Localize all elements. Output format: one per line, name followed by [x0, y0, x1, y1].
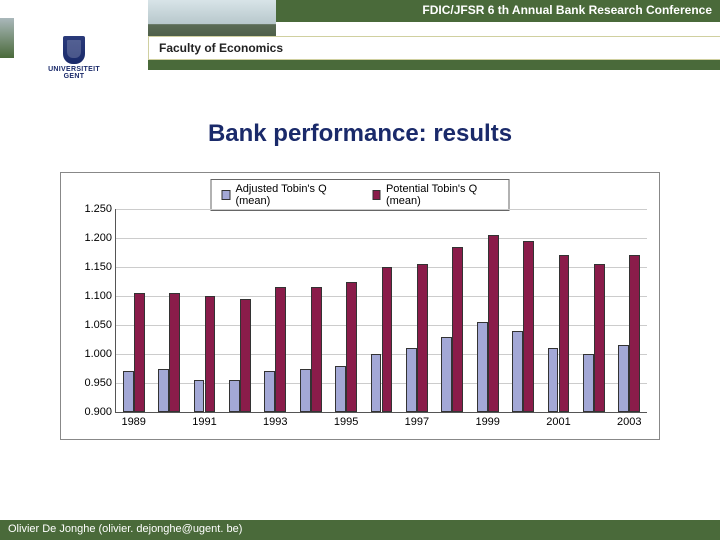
bar: [346, 282, 357, 413]
logo-text-2: GENT: [48, 73, 100, 80]
bar: [382, 267, 393, 412]
slide-root: FDIC/JFSR 6 th Annual Bank Research Conf…: [0, 0, 720, 540]
bar: [275, 287, 286, 412]
y-tick-label: 1.000: [84, 348, 116, 360]
faculty-bar: Faculty of Economics: [148, 36, 720, 60]
bar: [417, 264, 428, 412]
bar: [194, 380, 205, 412]
x-tick-label: 1993: [263, 412, 287, 428]
bar: [618, 345, 629, 412]
bar: [264, 371, 275, 412]
chart-legend: Adjusted Tobin's Q (mean) Potential Tobi…: [211, 179, 510, 211]
bar: [583, 354, 594, 412]
bar: [300, 369, 311, 413]
x-tick-label: 1999: [475, 412, 499, 428]
bar: [559, 255, 570, 412]
x-tick-label: 1989: [121, 412, 145, 428]
bar: [406, 348, 417, 412]
y-tick-label: 1.250: [84, 203, 116, 215]
shield-icon: [63, 36, 85, 64]
bar: [205, 296, 216, 412]
bar: [488, 235, 499, 412]
chart-container: Adjusted Tobin's Q (mean) Potential Tobi…: [60, 172, 660, 440]
bar: [240, 299, 251, 412]
footer-author: Olivier De Jonghe (olivier. dejonghe@uge…: [8, 523, 242, 535]
legend-label-1: Adjusted Tobin's Q (mean): [235, 183, 348, 207]
faculty-underbar: [148, 60, 720, 70]
bar: [452, 247, 463, 412]
bar: [548, 348, 559, 412]
bar: [371, 354, 382, 412]
y-tick-label: 1.050: [84, 319, 116, 331]
x-tick-label: 1995: [334, 412, 358, 428]
chart-plot-area: 0.9000.9501.0001.0501.1001.1501.2001.250…: [115, 209, 647, 413]
legend-swatch-1: [222, 190, 231, 200]
y-tick-label: 0.950: [84, 377, 116, 389]
x-tick-label: 2003: [617, 412, 641, 428]
x-tick-label: 2001: [546, 412, 570, 428]
grid-line: [116, 238, 647, 239]
x-tick-label: 1991: [192, 412, 216, 428]
bar: [169, 293, 180, 412]
bar: [512, 331, 523, 412]
bar: [441, 337, 452, 412]
logo-inner: UNIVERSITEIT GENT: [48, 36, 100, 80]
y-tick-label: 0.900: [84, 406, 116, 418]
bar: [229, 380, 240, 412]
university-logo: UNIVERSITEIT GENT: [0, 22, 148, 94]
x-tick-label: 1997: [405, 412, 429, 428]
legend-swatch-2: [372, 190, 381, 200]
grid-line: [116, 209, 647, 210]
bar: [477, 322, 488, 412]
legend-item-2: Potential Tobin's Q (mean): [372, 183, 499, 207]
bar: [158, 369, 169, 413]
legend-item-1: Adjusted Tobin's Q (mean): [222, 183, 349, 207]
logo-text-1: UNIVERSITEIT: [48, 66, 100, 73]
bar: [523, 241, 534, 412]
bar: [123, 371, 134, 412]
footer-bar: Olivier De Jonghe (olivier. dejonghe@uge…: [0, 520, 720, 540]
bar: [629, 255, 640, 412]
y-tick-label: 1.200: [84, 232, 116, 244]
conference-title: FDIC/JFSR 6 th Annual Bank Research Conf…: [422, 3, 712, 17]
bar: [134, 293, 145, 412]
faculty-label: Faculty of Economics: [159, 41, 283, 55]
conference-bar: FDIC/JFSR 6 th Annual Bank Research Conf…: [276, 0, 720, 22]
bar: [594, 264, 605, 412]
slide-title: Bank performance: results: [0, 120, 720, 148]
y-tick-label: 1.100: [84, 290, 116, 302]
bar: [335, 366, 346, 412]
y-tick-label: 1.150: [84, 261, 116, 273]
bar: [311, 287, 322, 412]
legend-label-2: Potential Tobin's Q (mean): [386, 183, 499, 207]
